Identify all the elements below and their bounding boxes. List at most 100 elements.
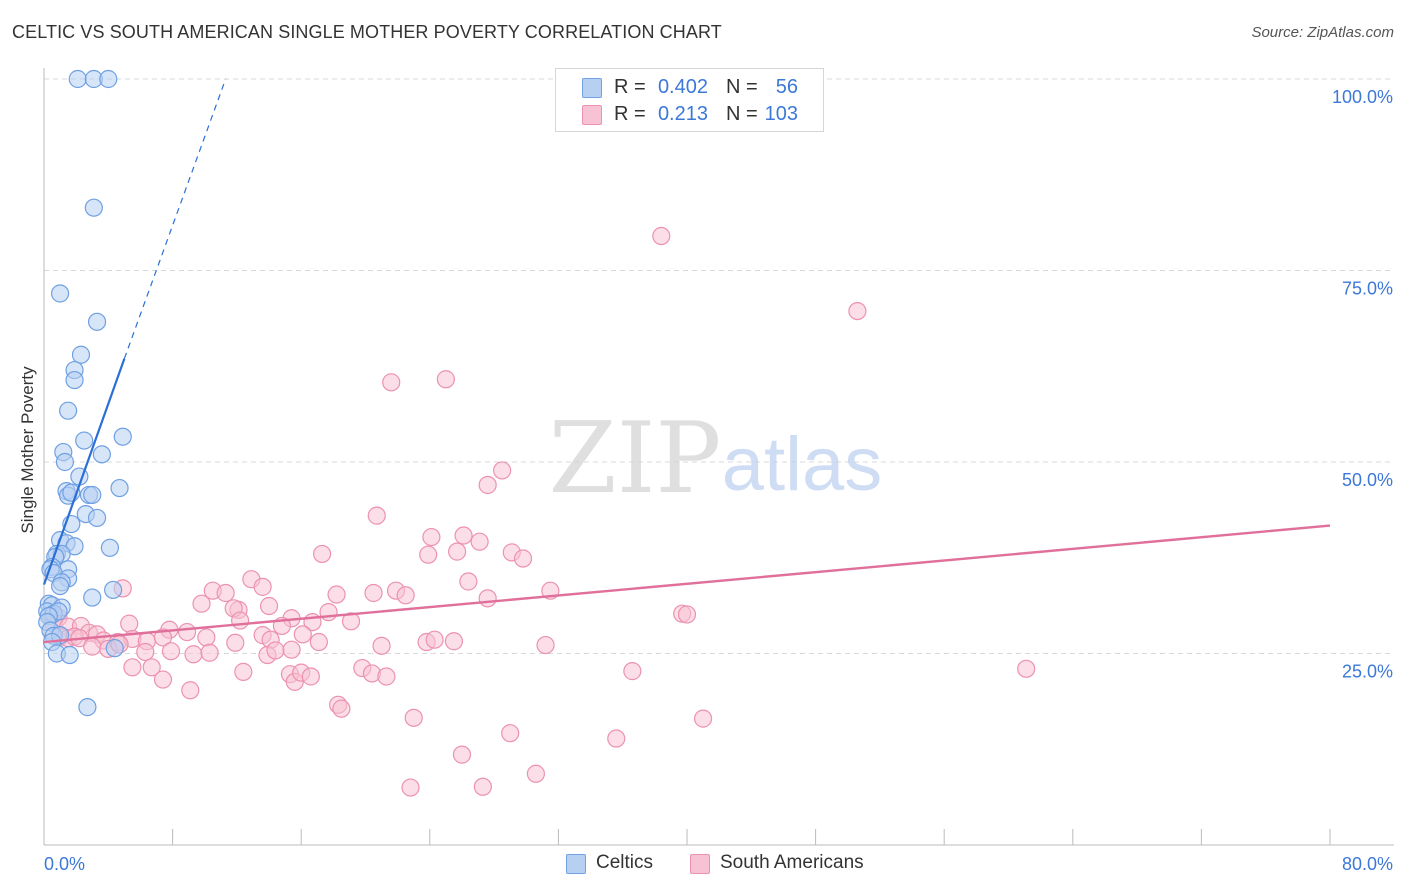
y-tick-label: 75.0% <box>1342 279 1393 299</box>
south-americans-point <box>332 699 351 718</box>
source-credit: Source: ZipAtlas.com <box>1251 24 1394 41</box>
south-americans-point <box>282 640 301 659</box>
south-americans-point <box>234 662 253 681</box>
celtics-point <box>60 645 79 665</box>
chart-title: CELTIC VS SOUTH AMERICAN SINGLE MOTHER P… <box>12 22 722 42</box>
south-americans-point <box>470 532 489 551</box>
series-legend: Celtics South Americans <box>0 852 1406 878</box>
south-americans-point <box>123 658 142 677</box>
legend-n-value: 103 <box>764 103 798 125</box>
celtics-legend-swatch <box>566 854 586 874</box>
celtics-point <box>75 431 94 450</box>
south-americans-point <box>452 745 472 764</box>
south-americans-point <box>419 545 438 564</box>
celtics-point <box>113 427 132 446</box>
south-americans-point <box>226 633 245 652</box>
legend-r-label: R = <box>614 103 646 125</box>
south-americans-point <box>623 662 642 681</box>
south-americans-point <box>422 527 441 547</box>
celtics-point <box>68 69 87 89</box>
celtics-point <box>92 445 111 464</box>
south-americans-point <box>301 667 320 686</box>
trend-lines <box>42 78 1331 644</box>
south-americans-swatch <box>582 105 602 125</box>
celtics-trend-line <box>42 358 126 585</box>
y-tick-label: 25.0% <box>1342 662 1393 682</box>
south-americans-legend-swatch <box>690 854 710 874</box>
celtics-point <box>55 452 74 472</box>
south-americans-point <box>259 596 279 616</box>
south-americans-point <box>448 542 467 561</box>
legend-n-value: 56 <box>775 76 798 98</box>
south-americans-point <box>377 667 396 686</box>
south-americans-point <box>693 709 713 728</box>
south-americans-point <box>266 641 285 660</box>
legend-label: South Americans <box>720 852 864 873</box>
grid-lines <box>44 78 1394 654</box>
celtics-point <box>59 401 78 420</box>
x-tick-label-max: 80.0% <box>1342 854 1393 874</box>
celtics-point <box>83 588 102 607</box>
south-americans-point <box>652 226 671 246</box>
correlation-legend: R = 0.402 N = 56 R = 0.213 N = 103 <box>555 68 824 132</box>
y-axis-label: Single Mother Poverty <box>18 366 37 534</box>
watermark-atlas: atlas <box>722 422 883 507</box>
south-americans-point <box>536 635 555 655</box>
south-americans-point <box>177 622 197 642</box>
legend-r-label: R = <box>614 76 646 98</box>
celtics-point <box>87 508 107 528</box>
south-americans-point <box>401 778 420 797</box>
south-americans-point <box>459 572 478 591</box>
south-americans-point <box>436 370 455 389</box>
south-americans-point <box>341 612 361 631</box>
celtics-point <box>100 538 120 557</box>
south-americans-point <box>253 577 272 596</box>
celtics-point <box>87 312 107 331</box>
south-americans-point <box>372 636 391 655</box>
south-americans-point <box>197 628 216 647</box>
south-americans-point <box>312 544 332 564</box>
celtics-point <box>71 345 91 364</box>
south-americans-point <box>444 632 464 651</box>
south-americans-point <box>293 625 312 644</box>
celtics-point <box>104 580 123 600</box>
south-americans-point <box>677 605 697 624</box>
south-americans-point <box>382 373 401 392</box>
south-americans-trend-line <box>43 524 1331 644</box>
watermark: ZIP atlas <box>549 402 883 516</box>
south-americans-point <box>200 643 219 662</box>
celtics-point <box>78 698 97 717</box>
south-americans-point <box>396 586 415 605</box>
south-americans-point <box>319 603 338 622</box>
south-americans-point <box>478 475 497 495</box>
y-tick-label: 50.0% <box>1342 470 1393 490</box>
y-tick-label: 100.0% <box>1332 87 1393 107</box>
south-americans-point <box>1017 659 1036 678</box>
legend-row-celtics: R = 0.402 N = 56 <box>556 74 823 100</box>
south-americans-point <box>181 681 200 700</box>
celtics-swatch <box>582 78 602 98</box>
south-americans-point <box>327 585 346 604</box>
south-americans-point <box>493 461 512 480</box>
celtics-point <box>84 198 103 217</box>
legend-r-value: 0.402 <box>657 76 708 98</box>
south-americans-point <box>216 583 235 603</box>
south-americans-point <box>454 526 473 545</box>
south-americans-point <box>161 642 181 661</box>
tick-labels: 25.0% 50.0% 75.0% 100.0% 0.0% 80.0% <box>44 87 1393 874</box>
celtics-point <box>105 639 124 658</box>
celtics-point <box>50 284 70 303</box>
south-americans-point <box>513 549 533 568</box>
south-americans-point <box>153 670 173 689</box>
south-americans-point <box>848 301 867 321</box>
south-americans-point <box>367 506 386 525</box>
south-americans-point <box>425 630 444 649</box>
x-tick-label-min: 0.0% <box>44 854 85 874</box>
celtics-trend-extension <box>123 78 227 359</box>
south-americans-point <box>184 645 203 664</box>
legend-r-value: 0.213 <box>657 103 708 125</box>
celtics-point <box>110 478 129 498</box>
south-americans-points <box>42 226 1036 797</box>
south-americans-point <box>120 614 139 633</box>
